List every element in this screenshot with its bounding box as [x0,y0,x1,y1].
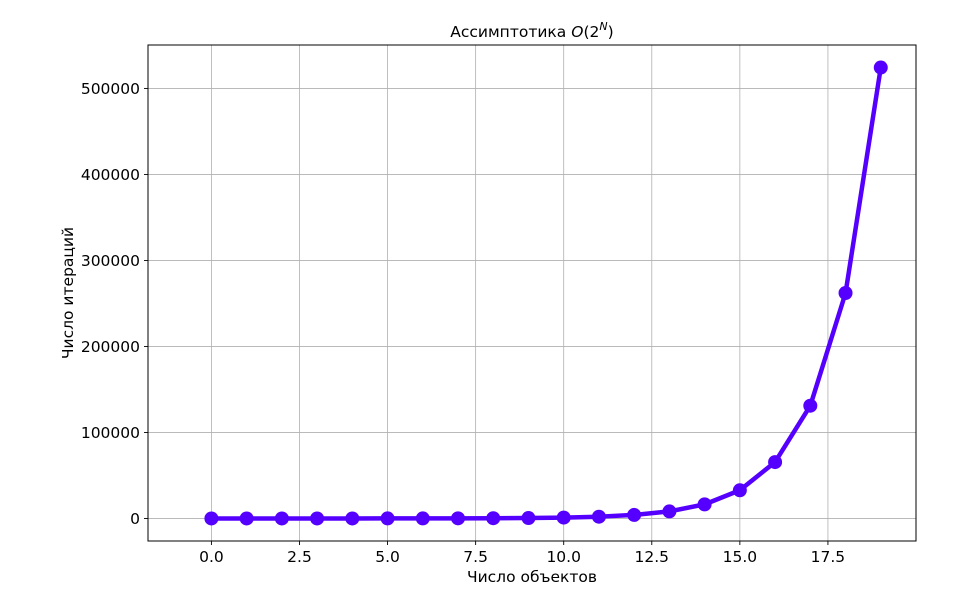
x-tick-label: 10.0 [546,548,581,566]
data-point [451,511,466,526]
data-point [345,511,360,526]
data-point [591,509,606,524]
y-axis-label: Число итераций [59,227,77,359]
x-tick-label: 7.5 [463,548,488,566]
y-axis: 0 100000 200000 300000 400000 500000 [81,80,148,528]
title-formula-exp: N [599,20,607,33]
y-tick-label: 0 [130,510,140,528]
data-point [310,511,325,526]
data-point [521,511,536,526]
data-point [803,398,818,413]
data-point [274,511,289,526]
x-tick-label: 0.0 [199,548,224,566]
series-layer [204,60,888,526]
data-point [556,510,571,525]
y-tick-label: 100000 [81,424,140,442]
data-point [662,504,677,519]
title-formula-base: (2 [584,23,600,41]
y-tick-label: 300000 [81,252,140,270]
x-tick-label: 5.0 [375,548,400,566]
data-point [697,497,712,512]
x-tick-label: 2.5 [287,548,312,566]
data-point [204,511,219,526]
data-point [768,455,783,470]
data-point [732,483,747,498]
title-formula-o: O [571,23,583,41]
data-point [239,511,254,526]
y-tick-label: 500000 [81,80,140,98]
y-tick-label: 200000 [81,338,140,356]
x-tick-label: 12.5 [635,548,670,566]
data-point [873,60,888,75]
x-tick-label: 15.0 [723,548,758,566]
plot-frame [147,44,917,542]
data-point [838,286,853,300]
series-line [209,65,884,521]
y-tick-label: 400000 [81,166,140,184]
data-point [486,511,501,526]
title-main: Ассимптотика [450,23,566,41]
title-formula-close: ) [608,23,614,41]
grid [148,45,916,541]
x-axis: 0.0 2.5 5.0 7.5 10.0 12.5 15.0 17.5 [199,541,845,566]
x-axis-label: Число объектов [467,568,597,586]
chart-title: Ассимптотика O(2N) [450,20,613,41]
data-point [627,507,642,522]
x-tick-label: 17.5 [811,548,846,566]
data-point [380,511,395,526]
data-point [415,511,430,526]
